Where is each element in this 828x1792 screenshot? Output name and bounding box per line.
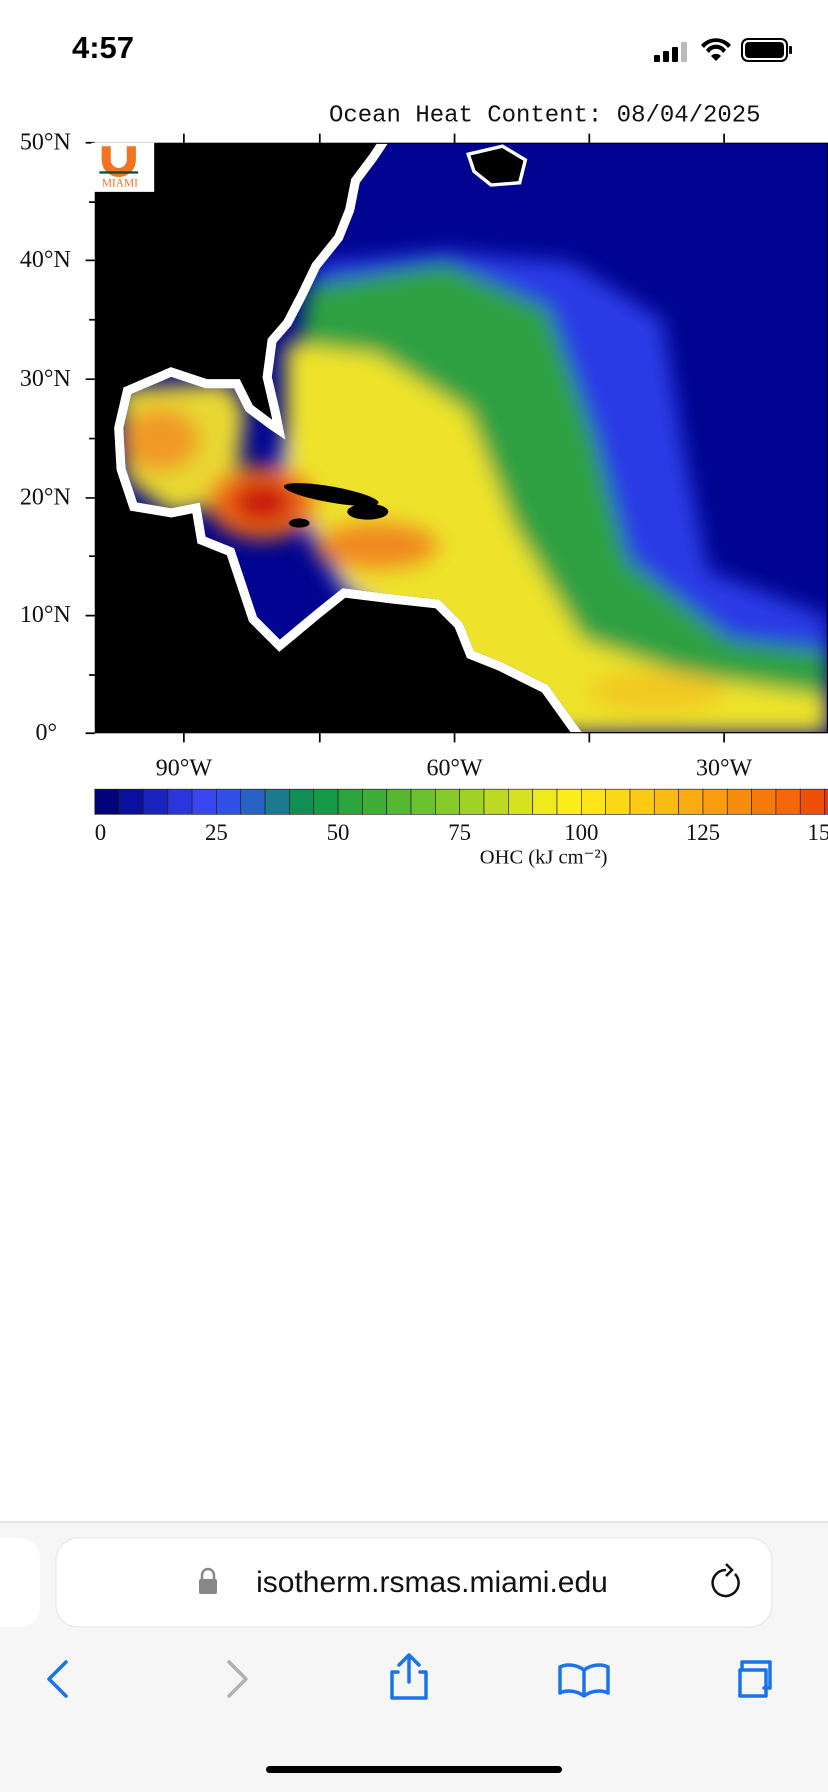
colorbar-swatch — [386, 788, 412, 815]
colorbar-swatch — [702, 788, 728, 815]
tabs-button[interactable] — [738, 1660, 772, 1698]
url-text[interactable]: isotherm.rsmas.miami.edu — [256, 1566, 608, 1599]
colorbar-swatch — [726, 788, 752, 815]
lon-label: 30°W — [696, 755, 753, 781]
island — [288, 518, 310, 528]
colorbar-swatch — [556, 788, 582, 815]
colorbar-tick-label: 25 — [205, 820, 228, 845]
map-area — [94, 142, 828, 734]
lock-icon — [199, 1567, 217, 1594]
colorbar-swatch — [678, 788, 704, 815]
colorbar-swatch — [264, 788, 290, 815]
status-time: 4:57 — [72, 30, 134, 65]
colorbar-swatch — [483, 788, 509, 815]
colorbar-swatch — [143, 788, 169, 815]
colorbar-label: OHC (kJ cm⁻²) — [480, 847, 608, 869]
reload-button[interactable] — [711, 1563, 740, 1598]
colorbar-swatch — [362, 788, 388, 815]
colorbar-tick-label: 100 — [564, 820, 598, 845]
island — [347, 503, 389, 520]
bookmarks-button[interactable] — [558, 1663, 610, 1698]
colorbar-swatch — [118, 788, 144, 815]
lat-label: 30°N — [20, 366, 71, 392]
colorbar-swatch — [191, 788, 217, 815]
colorbar-tick-label: 0 — [95, 820, 106, 845]
lat-label: 40°N — [20, 247, 71, 273]
lat-label: 20°N — [20, 485, 71, 511]
colorbar-swatch — [459, 788, 485, 815]
colorbar-swatch — [629, 788, 655, 815]
colorbar-swatch — [799, 788, 825, 815]
colorbar-swatch — [580, 788, 606, 815]
colorbar-swatch — [824, 788, 828, 815]
colorbar-swatch — [532, 788, 558, 815]
colorbar-swatch — [435, 788, 461, 815]
colorbar-tick-label: 125 — [686, 820, 720, 845]
colorbar-tick-label: 150 — [807, 820, 828, 845]
colorbar-tick-label: 75 — [448, 820, 471, 845]
colorbar-swatch — [751, 788, 777, 815]
logo-text: MIAMI — [102, 178, 138, 190]
colorbar-swatch — [94, 788, 120, 815]
lat-label: 10°N — [20, 602, 71, 628]
ohc-map: Ocean Heat Content: 08/04/2025 — [20, 103, 828, 869]
colorbar-tick-label: 50 — [327, 820, 350, 845]
logo: MIAMI — [91, 142, 155, 192]
colorbar-swatch — [775, 788, 801, 815]
forward-button[interactable] — [227, 1660, 248, 1698]
colorbar-swatch — [289, 788, 315, 815]
colorbar: 0 25 50 75 100 125 150 — [94, 788, 828, 845]
colorbar-swatch — [508, 788, 534, 815]
colorbar-swatch — [216, 788, 242, 815]
lon-label: 90°W — [156, 755, 213, 781]
url-field[interactable] — [55, 1537, 773, 1628]
share-button[interactable] — [390, 1653, 428, 1700]
colorbar-swatch — [240, 788, 266, 815]
colorbar-swatch — [653, 788, 679, 815]
home-indicator — [266, 1766, 562, 1773]
axis-ticks — [85, 133, 725, 743]
back-button[interactable] — [47, 1660, 68, 1698]
island — [466, 144, 528, 187]
colorbar-swatch — [410, 788, 436, 815]
colorbar-swatch — [167, 788, 193, 815]
lat-label: 0° — [36, 720, 58, 746]
map-title: Ocean Heat Content: 08/04/2025 — [329, 103, 761, 130]
colorbar-swatch — [605, 788, 631, 815]
colorbar-swatch — [313, 788, 339, 815]
status-icons — [654, 38, 792, 62]
colorbar-swatch — [337, 788, 363, 815]
lat-label: 50°N — [20, 129, 71, 155]
prev-tab[interactable] — [0, 1538, 40, 1627]
lon-label: 60°W — [426, 755, 483, 781]
island — [283, 483, 379, 506]
